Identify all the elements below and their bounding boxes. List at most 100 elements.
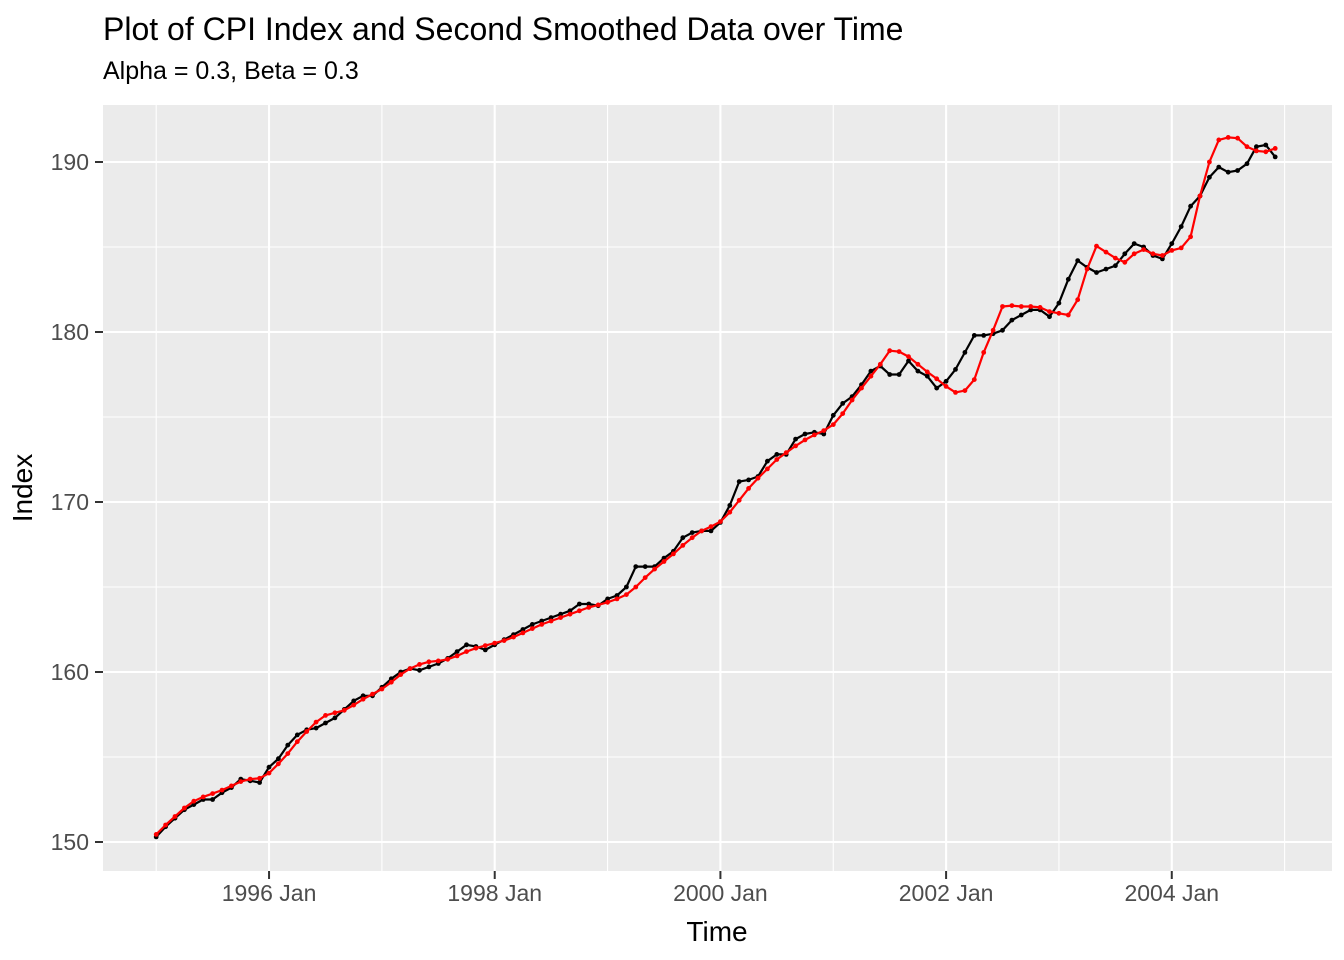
data-point: [774, 457, 780, 462]
data-point: [633, 564, 639, 569]
data-point: [1103, 249, 1109, 255]
data-point: [642, 575, 648, 580]
data-point: [558, 615, 563, 620]
data-point: [529, 622, 535, 627]
data-point: [1084, 266, 1090, 272]
data-point: [887, 348, 893, 354]
data-point: [313, 719, 319, 725]
data-point: [435, 658, 441, 664]
data-point: [746, 477, 751, 483]
data-point: [285, 742, 291, 748]
data-point: [1028, 304, 1034, 309]
data-point: [323, 713, 328, 718]
data-point: [1207, 159, 1212, 165]
data-point: [849, 397, 855, 403]
data-point: [1018, 312, 1024, 318]
data-point: [257, 780, 262, 785]
data-point: [633, 584, 639, 590]
data-point: [482, 647, 488, 653]
x-tick-label: 2002 Jan: [899, 880, 994, 906]
plot-panel: [103, 105, 1332, 871]
data-point: [1235, 168, 1240, 173]
data-point: [614, 593, 620, 598]
data-point: [981, 350, 987, 355]
data-point: [727, 509, 733, 515]
data-point: [1188, 203, 1193, 209]
x-axis-title: Time: [686, 916, 747, 947]
data-point: [718, 519, 723, 524]
major-gridlines: [103, 105, 1332, 871]
x-tick-label: 1998 Jan: [447, 880, 542, 906]
data-point: [294, 732, 300, 738]
data-point: [210, 797, 216, 802]
data-point: [426, 664, 432, 670]
data-point: [548, 615, 554, 620]
data-point: [821, 428, 827, 433]
data-point: [1225, 135, 1231, 140]
data-point: [924, 373, 930, 379]
data-point: [689, 530, 695, 535]
data-point: [492, 640, 498, 646]
data-point: [1047, 314, 1052, 320]
data-point: [1160, 253, 1165, 258]
data-point: [586, 605, 592, 610]
data-point: [1235, 135, 1240, 141]
data-point: [285, 751, 291, 756]
data-point: [736, 479, 742, 484]
data-point: [1141, 247, 1146, 253]
data-point: [1037, 305, 1043, 310]
data-point: [624, 592, 629, 597]
data-point: [417, 662, 422, 667]
data-point: [539, 622, 545, 627]
data-point: [661, 559, 667, 564]
data-point: [1169, 248, 1175, 253]
data-point: [379, 686, 385, 692]
data-point: [802, 431, 808, 437]
data-point: [501, 638, 507, 643]
data-point: [1263, 142, 1269, 148]
data-point: [652, 566, 657, 572]
x-tick-label: 2000 Jan: [673, 880, 768, 906]
data-point: [454, 653, 460, 659]
data-point: [699, 528, 704, 534]
data-point: [276, 756, 281, 762]
data-point: [1094, 243, 1099, 249]
data-point: [313, 725, 319, 731]
data-point: [1254, 148, 1259, 154]
data-point: [341, 707, 347, 713]
x-tick-label: 1996 Jan: [222, 880, 317, 906]
data-point: [727, 503, 733, 508]
data-point: [1094, 270, 1099, 275]
data-point: [793, 443, 798, 449]
data-point: [915, 368, 921, 374]
data-point: [934, 385, 940, 391]
data-point: [765, 466, 770, 472]
data-point: [1272, 154, 1278, 160]
axis-tick-marks: [95, 161, 1173, 879]
data-point: [1197, 193, 1203, 199]
data-point: [172, 814, 178, 819]
data-point: [605, 599, 610, 605]
data-point: [567, 611, 573, 617]
data-point: [971, 377, 977, 382]
axis-tick-labels: 1996 Jan 1998 Jan 2000 Jan 2002 Jan 2004 Jan…: [51, 149, 1219, 906]
data-point: [351, 702, 357, 708]
data-point: [896, 372, 902, 377]
data-point: [266, 770, 272, 776]
data-point: [1075, 297, 1081, 303]
data-point: [943, 384, 949, 389]
data-point: [304, 729, 310, 734]
data-point: [595, 602, 601, 608]
data-point: [511, 634, 516, 640]
data-point: [1103, 266, 1109, 272]
data-point: [1131, 241, 1137, 247]
data-point: [1207, 174, 1212, 180]
data-point: [370, 691, 375, 697]
panel-background: [103, 105, 1332, 871]
data-point: [1009, 317, 1015, 323]
data-point: [680, 543, 686, 548]
data-point: [482, 643, 488, 648]
data-point: [765, 458, 770, 464]
